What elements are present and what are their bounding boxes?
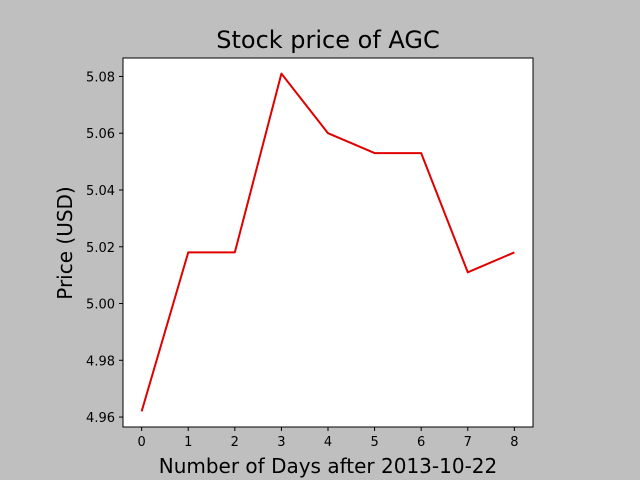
x-tick-label: 7 bbox=[464, 435, 472, 450]
y-tick-label: 5.00 bbox=[86, 298, 115, 313]
series-line bbox=[140, 72, 515, 412]
x-tick-label: 4 bbox=[324, 435, 332, 450]
x-tick-label: 5 bbox=[370, 435, 378, 450]
x-tick-label: 6 bbox=[417, 435, 425, 450]
y-tick-label: 4.96 bbox=[86, 411, 115, 426]
chart-title: Stock price of AGC bbox=[216, 26, 440, 54]
y-tick-label: 5.04 bbox=[86, 184, 115, 199]
x-tick-label: 2 bbox=[231, 435, 239, 450]
x-axis-title: Number of Days after 2013-10-22 bbox=[159, 454, 498, 478]
y-tick-label: 5.06 bbox=[86, 127, 115, 142]
plot-area bbox=[122, 57, 534, 428]
x-tick-label: 0 bbox=[137, 435, 145, 450]
y-tick-label: 5.02 bbox=[86, 241, 115, 256]
y-tick-label: 4.98 bbox=[86, 354, 115, 369]
x-tick-label: 3 bbox=[277, 435, 285, 450]
x-tick-label: 8 bbox=[510, 435, 518, 450]
y-axis-ticks: 4.96 4.98 5.00 5.02 5.04 5.06 5.08 bbox=[86, 70, 123, 426]
x-axis-ticks: 0 1 2 3 4 5 6 7 8 bbox=[137, 427, 519, 450]
x-tick-label: 1 bbox=[184, 435, 192, 450]
y-axis-title: Price (USD) bbox=[53, 186, 77, 300]
y-tick-label: 5.08 bbox=[86, 70, 115, 85]
